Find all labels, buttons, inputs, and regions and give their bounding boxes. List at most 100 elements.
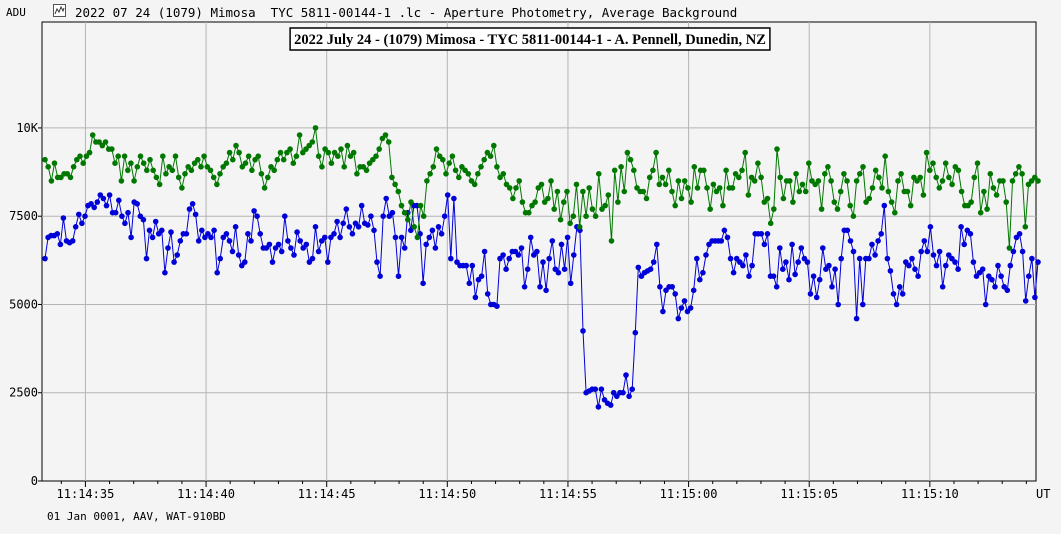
data-point [150, 167, 156, 174]
data-point [309, 255, 316, 262]
data-point [408, 227, 414, 234]
data-point [134, 164, 141, 170]
data-point [987, 171, 994, 177]
data-point [981, 188, 987, 195]
data-point [112, 160, 118, 166]
data-point [890, 291, 897, 297]
data-point [451, 195, 457, 202]
data-point [249, 167, 255, 174]
data-point [500, 171, 507, 177]
data-point [783, 259, 789, 265]
data-point [77, 153, 83, 159]
data-point [998, 273, 1004, 280]
data-point [822, 171, 828, 177]
data-point [420, 213, 427, 219]
data-point [551, 206, 557, 212]
data-point [993, 192, 1000, 198]
data-point [134, 201, 140, 207]
data-point [392, 181, 398, 188]
data-point [51, 160, 58, 166]
data-point [64, 171, 71, 177]
data-point [602, 202, 608, 209]
data-point [112, 209, 119, 216]
data-point [149, 234, 156, 241]
data-point [331, 231, 337, 237]
data-point [363, 167, 370, 174]
data-point [417, 202, 424, 209]
data-point [592, 386, 599, 393]
data-point [727, 255, 734, 262]
data-point [678, 195, 685, 202]
data-point [995, 262, 1001, 269]
data-point [527, 234, 534, 241]
data-point [99, 142, 106, 149]
data-point [690, 287, 697, 294]
data-point [335, 153, 341, 159]
data-point [179, 185, 185, 191]
y-tick-label: 5000 [9, 297, 38, 311]
data-point [291, 252, 297, 258]
data-point [749, 262, 755, 269]
window-title: 2022 07 24 (1079) Mimosa TYC 5811-00144-… [75, 5, 738, 20]
data-point [703, 252, 709, 258]
x-tick-label: 11:15:05 [780, 487, 838, 501]
data-point [586, 185, 592, 191]
data-point [347, 153, 354, 159]
data-point [392, 234, 399, 241]
data-point [198, 164, 204, 170]
data-point [452, 167, 459, 174]
data-point [214, 269, 220, 276]
data-point [899, 291, 906, 297]
data-point [893, 301, 900, 308]
x-axis-label: UT [1036, 487, 1050, 501]
data-point [500, 252, 506, 258]
data-point [435, 224, 442, 230]
data-point [732, 171, 739, 177]
data-point [214, 181, 220, 188]
data-point [232, 224, 239, 230]
data-point [967, 231, 974, 237]
data-point [245, 231, 251, 237]
data-point [385, 139, 392, 145]
data-point [251, 208, 257, 214]
data-point [704, 185, 710, 191]
data-point [555, 269, 562, 276]
data-point [838, 255, 844, 262]
data-point [373, 153, 379, 159]
data-point [398, 234, 405, 241]
data-point [860, 301, 866, 308]
data-point [955, 266, 961, 273]
data-point [440, 156, 446, 163]
data-point [927, 224, 934, 230]
data-point [869, 185, 876, 191]
data-point [841, 171, 847, 177]
data-point [285, 238, 291, 244]
data-point [681, 178, 688, 184]
data-point [254, 213, 260, 219]
data-point [895, 178, 901, 184]
data-point [882, 153, 888, 159]
data-point [888, 199, 895, 205]
data-point [183, 231, 190, 237]
data-point [834, 206, 841, 212]
data-point [448, 255, 454, 262]
data-point [248, 238, 254, 244]
data-point [401, 209, 408, 216]
data-point [168, 229, 174, 235]
data-point [643, 195, 650, 202]
data-point [153, 174, 160, 181]
lightcurve-icon[interactable] [53, 4, 66, 17]
data-point [939, 284, 946, 290]
data-point [942, 160, 949, 166]
axis-tick-labels: 0 2500 5000 7500 10K 11:14:35 11:14:40 11:14:45… [9, 121, 959, 501]
data-point [137, 153, 144, 159]
data-point [519, 199, 526, 205]
data-point [949, 181, 955, 188]
data-point [426, 234, 433, 241]
data-point [328, 160, 335, 166]
data-point [100, 195, 107, 202]
data-point [57, 241, 64, 248]
data-point [383, 195, 390, 202]
data-point [211, 227, 217, 234]
data-point [103, 202, 110, 209]
